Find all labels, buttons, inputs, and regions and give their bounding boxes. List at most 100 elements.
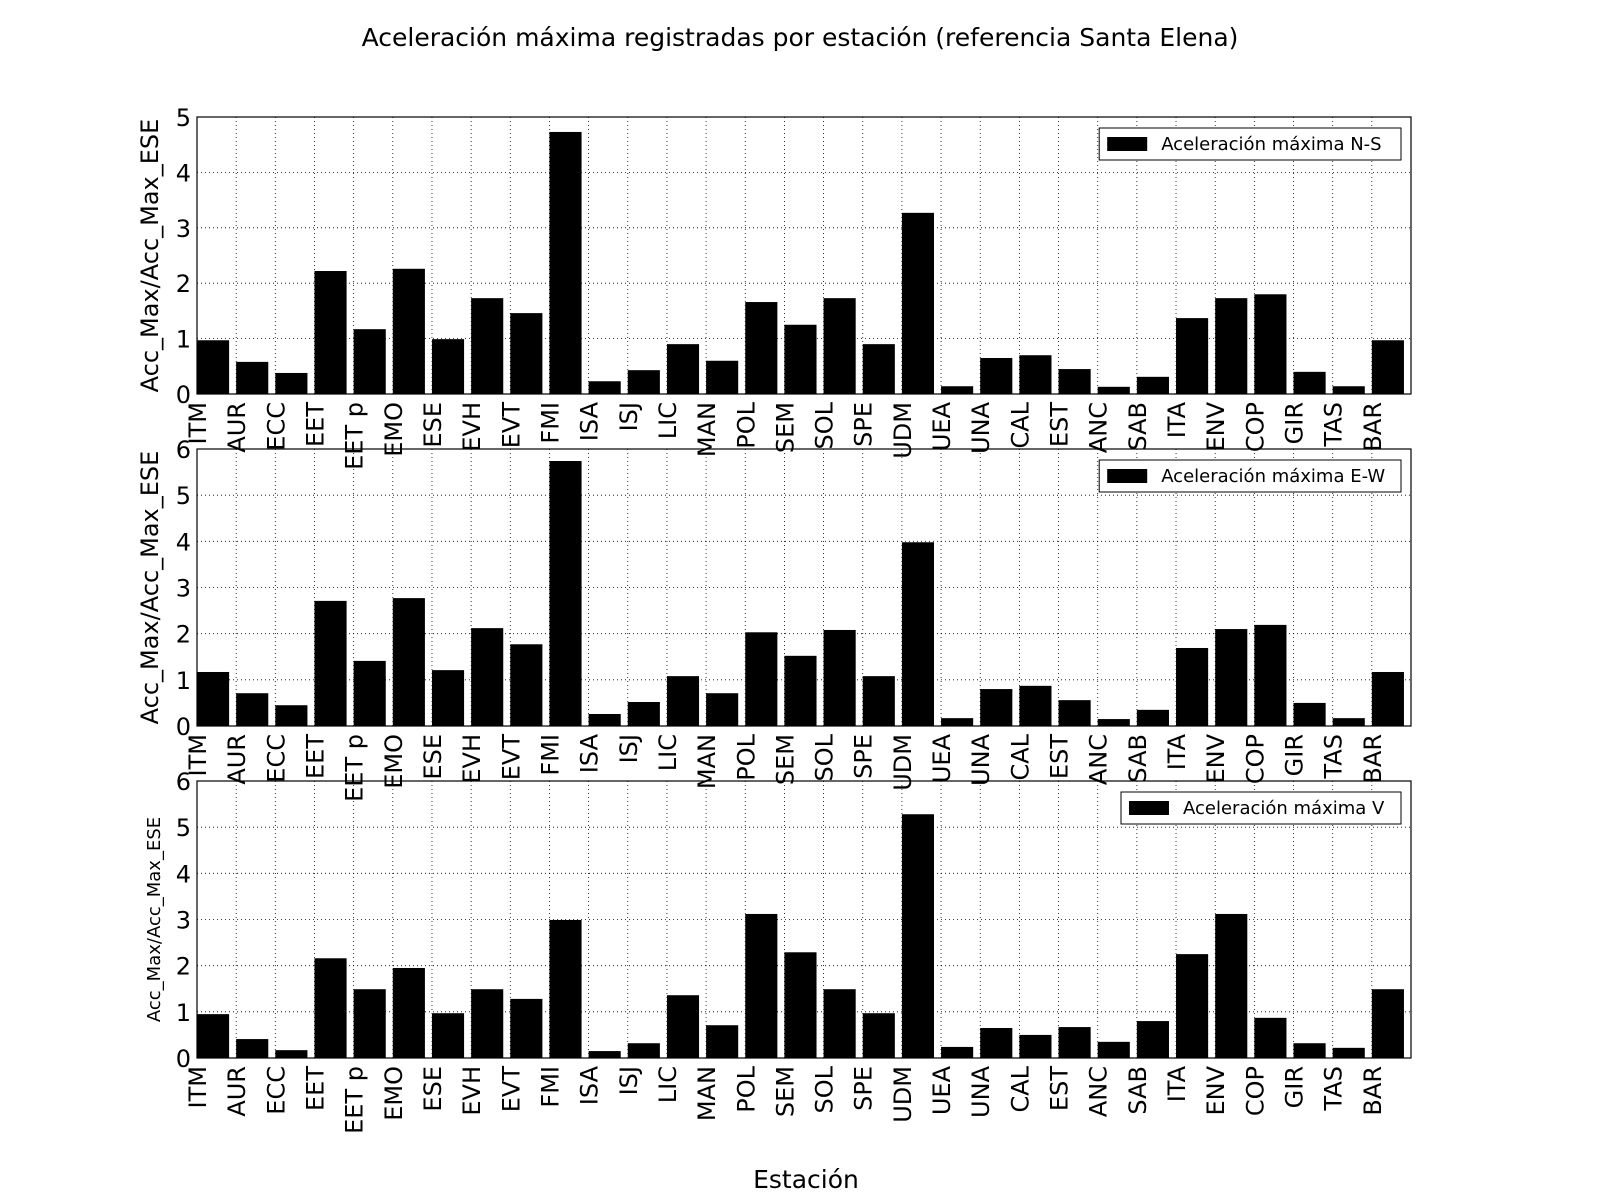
x-tick-label: ITM — [184, 734, 212, 776]
bar-itm — [197, 1014, 230, 1058]
bar-aur — [236, 693, 269, 726]
y-tick-label: 6 — [176, 436, 191, 464]
bar-tas — [1332, 718, 1365, 726]
bar-tas — [1332, 1047, 1365, 1058]
x-tick-label: UEA — [928, 401, 956, 451]
x-tick-label: ITM — [184, 1066, 212, 1108]
x-tick-label: EVH — [458, 734, 486, 784]
x-tick-label: EET p — [341, 734, 369, 802]
bar-isj — [627, 370, 660, 394]
bar-uea — [941, 718, 974, 726]
x-tick-label: BAR — [1359, 734, 1387, 784]
bar-man — [706, 1025, 739, 1058]
bar-gir — [1293, 702, 1326, 726]
bar-eet-p — [353, 660, 386, 726]
bar-env — [1215, 629, 1248, 726]
bar-isj — [627, 1043, 660, 1058]
bar-env — [1215, 913, 1248, 1058]
bar-uea — [941, 1046, 974, 1058]
x-tick-label: SPE — [850, 1066, 878, 1111]
x-tick-label: TAS — [1320, 1066, 1348, 1111]
bar-cop — [1254, 1017, 1287, 1058]
x-tick-label: MAN — [693, 734, 721, 789]
x-tick-label: EET — [301, 734, 329, 779]
x-tick-label: CAL — [1006, 733, 1034, 780]
bar-evh — [471, 298, 504, 394]
y-tick-label: 4 — [176, 860, 191, 888]
x-tick-label: ISA — [576, 733, 604, 773]
legend: Aceleración máxima V — [1120, 791, 1402, 825]
x-tick-label: BAR — [1359, 1066, 1387, 1116]
bar-evt — [510, 998, 543, 1058]
bar-emo — [392, 598, 425, 726]
bar-sol — [823, 629, 856, 726]
bar-sol — [823, 989, 856, 1058]
bar-spe — [862, 676, 895, 726]
x-tick-label: LIC — [654, 402, 682, 439]
x-tick-label: LIC — [654, 734, 682, 771]
x-tick-label: EET p — [341, 402, 369, 470]
x-tick-label: ENV — [1202, 401, 1230, 451]
bar-evh — [471, 628, 504, 726]
y-tick-label: 4 — [176, 528, 191, 556]
x-tick-label: FMI — [536, 402, 564, 444]
x-tick-label: SOL — [811, 401, 839, 449]
legend: Aceleración máxima N-S — [1098, 127, 1402, 161]
x-tick-label: ESE — [419, 734, 447, 780]
bar-pol — [745, 302, 778, 394]
x-tick-label: EET — [301, 1066, 329, 1111]
x-tick-label: SAB — [1124, 1066, 1152, 1115]
bar-una — [980, 689, 1013, 726]
x-tick-label: ECC — [262, 1066, 290, 1115]
panel-1: 0 1 2 3 4 5 ITM AUR ECC EET EET p EMO ESE EVH EVT FMI IS… — [136, 104, 1412, 470]
bar-ita — [1176, 647, 1209, 726]
x-tick-label: UDM — [889, 402, 917, 459]
x-tick-label: SAB — [1124, 734, 1152, 783]
bar-man — [706, 360, 739, 394]
bar-spe — [862, 1013, 895, 1058]
x-tick-label: FMI — [536, 734, 564, 776]
x-tick-label: SEM — [771, 402, 799, 453]
bar-est — [1058, 369, 1091, 394]
x-tick-label: EVT — [497, 402, 525, 449]
bar-fmi — [549, 461, 582, 726]
bar-est — [1058, 1027, 1091, 1058]
bar-gir — [1293, 1043, 1326, 1058]
y-tick-label: 2 — [176, 621, 191, 649]
x-tick-label: EET p — [341, 1066, 369, 1134]
x-tick-label: UEA — [928, 1065, 956, 1115]
x-tick-label: GIR — [1281, 1066, 1309, 1108]
y-tick-label: 4 — [176, 159, 191, 187]
bar-sab — [1136, 709, 1169, 726]
x-tick-label: CAL — [1006, 401, 1034, 448]
bar-una — [980, 1027, 1013, 1058]
x-tick-label: TAS — [1320, 402, 1348, 447]
x-tick-label: SEM — [771, 1066, 799, 1117]
x-tick-label: FMI — [536, 1066, 564, 1108]
bar-eet-p — [353, 989, 386, 1058]
x-tick-label: EET — [301, 402, 329, 447]
bar-bar — [1371, 989, 1404, 1058]
x-tick-label: ANC — [1085, 734, 1113, 785]
y-tick-label: 5 — [176, 104, 191, 132]
x-tick-label: ISJ — [615, 402, 643, 431]
bar-isa — [588, 1051, 621, 1058]
bar-env — [1215, 298, 1248, 394]
y-tick-label: 1 — [176, 999, 191, 1027]
y-axis-label: Acc_Max/Acc_Max_ESE — [136, 451, 164, 725]
y-tick-label: 5 — [176, 814, 191, 842]
bar-isa — [588, 381, 621, 394]
bar-bar — [1371, 671, 1404, 726]
x-tick-label: UNA — [967, 1065, 995, 1118]
x-tick-label: EVT — [497, 734, 525, 781]
x-tick-label: ITM — [184, 402, 212, 444]
bar-sol — [823, 298, 856, 394]
x-tick-label: CAL — [1006, 1065, 1034, 1112]
legend-label: Aceleración máxima E-W — [1161, 466, 1385, 487]
bar-isa — [588, 713, 621, 726]
y-axis-label: Acc_Max/Acc_Max_ESE — [136, 119, 164, 393]
legend: Aceleración máxima E-W — [1098, 459, 1402, 493]
bar-eet — [314, 958, 347, 1058]
x-tick-label: BAR — [1359, 402, 1387, 452]
